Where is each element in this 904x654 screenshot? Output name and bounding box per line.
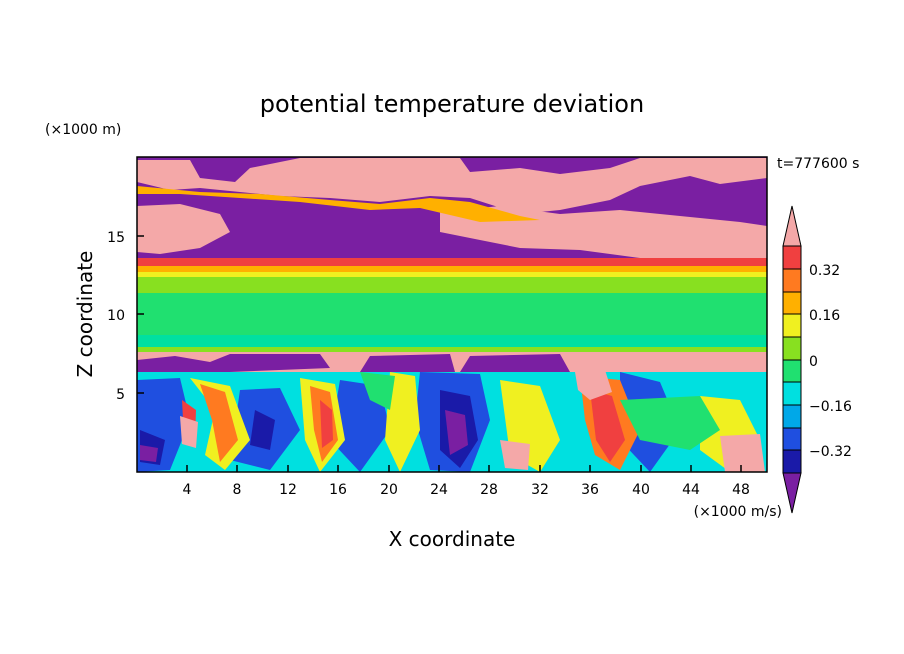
x-tick-label: 16 [329,482,347,498]
x-tick-label: 44 [682,482,700,498]
colorbar-tick-label: 0.16 [809,308,840,324]
upper-pink-region-2 [137,204,230,254]
x-axis: 4 8 12 16 20 24 28 32 36 40 44 48 (×1000… [183,465,782,551]
x-tick-label: 28 [480,482,498,498]
chart-title: potential temperature deviation [260,90,644,118]
lower-green-swirls [360,372,720,450]
x-tick-label: 48 [732,482,750,498]
y-tick-label: 5 [116,387,125,403]
colorbar-tick-label: 0.32 [809,263,840,279]
colorbar-bin [782,427,802,451]
x-tick-label: 36 [581,482,599,498]
y-tick-label: 10 [107,308,125,324]
green-layer [137,293,767,335]
lightgreen-layer [137,277,767,293]
contour-field [137,157,767,472]
yellow-layer [137,272,767,277]
purple-inversion-patches [137,354,570,374]
lightgreen-lower [137,347,767,352]
colorbar-bin [782,449,802,474]
orange-layer [137,266,767,272]
colorbar-bin [782,268,802,293]
colorbar [782,205,802,514]
colorbar-bin [782,245,802,270]
colorbar-tick-label: 0 [809,354,818,370]
colorbar-bin [782,313,802,338]
y-tick-label: 15 [107,230,125,246]
colorbar-bin [782,291,802,315]
x-axis-label: X coordinate [389,527,516,551]
lower-blue-regions [137,372,680,472]
colorbar-tick-label: −0.32 [809,444,852,460]
x-tick-label: 20 [380,482,398,498]
time-label: t=777600 s [777,156,859,172]
teal-layer [137,335,767,347]
colorbar-tick-label: −0.16 [809,399,852,415]
x-tick-label: 24 [430,482,448,498]
colorbar-bin [782,336,802,361]
y-axis: 5 10 15 Z coordinate [73,230,144,403]
red-layer [137,258,767,266]
upper-orange-speckles [137,186,540,222]
x-tick-label: 4 [183,482,192,498]
colorbar-bin [782,359,802,383]
x-tick-label: 8 [233,482,242,498]
y-units-label: (×1000 m) [45,122,121,138]
upper-pink-region [137,158,767,214]
x-units-label: (×1000 m/s) [694,504,782,520]
colorbar-labels: 0.32 0.16 0 −0.16 −0.32 [809,263,852,460]
x-tick-label: 32 [531,482,549,498]
x-tick-label: 40 [632,482,650,498]
colorbar-bin [782,381,802,406]
colorbar-bottom-arrow [782,472,802,514]
colorbar-top-arrow [782,205,802,247]
x-tick-label: 12 [279,482,297,498]
y-axis-label: Z coordinate [73,251,97,378]
lower-navy-cores [140,390,478,468]
colorbar-bin [782,404,802,429]
